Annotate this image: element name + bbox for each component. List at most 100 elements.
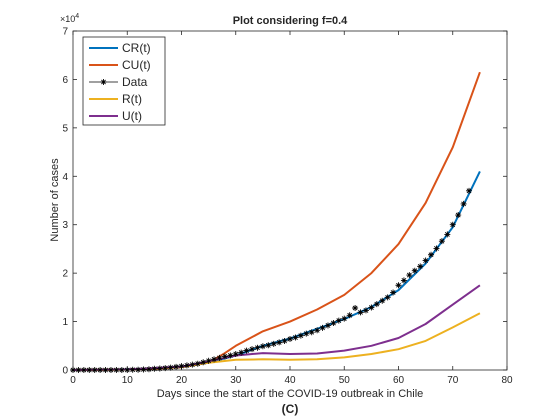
legend-item-data: Data [89,75,148,89]
series-layer [70,71,481,373]
data-point [156,365,163,372]
data-point [254,344,261,351]
data-point [183,362,190,369]
data-point [118,367,125,373]
data-point [113,367,120,373]
data-point [373,301,380,308]
y-tick-label: 1 [62,317,68,328]
data-point [428,251,435,258]
data-point [297,332,304,339]
legend-item-u-t: U(t) [89,109,142,123]
data-point [221,353,228,360]
data-point [303,330,310,337]
data-point [444,231,451,238]
data-point [406,272,413,279]
data-point [97,367,104,373]
x-tick-label: 40 [284,375,296,386]
data-point [357,309,364,316]
data-point [281,337,288,344]
y-tick-label: 5 [62,123,68,134]
y-tick-label: 7 [62,27,68,38]
data-point [433,245,440,252]
y-tick-label: 3 [62,220,68,231]
data-point [362,307,369,314]
data-point [390,289,397,296]
x-tick-label: 80 [501,375,513,386]
data-point [319,324,326,331]
legend-label: CR(t) [122,41,151,55]
data-point [292,334,299,341]
x-tick-label: 0 [70,375,76,386]
data-point [211,356,218,363]
data-point [335,317,342,324]
data-point [243,347,250,354]
data-point [276,339,283,346]
data-point [102,367,109,373]
y-axis: 0 1 2 3 4 5 6 7 [62,27,507,377]
data-point [135,366,142,373]
data-point [86,367,93,373]
data-point [200,359,207,366]
x-tick-label: 50 [339,375,351,386]
data-point [80,367,87,373]
data-point [395,282,402,289]
data-point [216,354,223,361]
data-point [151,365,158,372]
legend-item-r-t: R(t) [89,92,142,106]
data-point [232,351,239,358]
x-tick-label: 30 [230,375,242,386]
data-point [411,267,418,274]
data-point [124,367,131,373]
data-point [178,363,185,370]
y-multiplier: ×104 [60,13,79,24]
data-point [346,312,353,319]
data-point [400,277,407,284]
data-point [249,346,256,353]
data-point [460,200,467,207]
x-tick-label: 20 [176,375,188,386]
data-point [417,263,424,270]
data-point [379,297,386,304]
y-tick-label: 4 [62,172,68,183]
data-point [173,363,180,370]
x-axis-label: Days since the start of the COVID-19 out… [157,388,424,400]
data-point [466,187,473,194]
data-point [308,329,315,336]
y-axis-label: Number of cases [49,158,61,242]
y-tick-label: 0 [62,366,68,377]
x-tick-label: 10 [122,375,134,386]
data-point [167,364,174,371]
data-point [455,212,462,219]
y-tick-label: 6 [62,75,68,86]
data-point [205,357,212,364]
data-point [352,305,359,312]
data-point [384,294,391,301]
data-point [194,360,201,367]
legend-label: CU(t) [122,58,151,72]
data-point [314,327,321,334]
data-point [324,322,331,329]
legend-label: U(t) [122,109,142,123]
data-point [145,366,152,373]
y-tick-label: 2 [62,269,68,280]
data-point [330,320,337,327]
x-tick-label: 60 [393,375,405,386]
data-point [341,315,348,322]
data-point [70,367,76,373]
legend-label: Data [122,75,148,89]
data-point [189,361,196,368]
data-point [238,349,245,356]
legend-item-cr-t: CR(t) [89,41,151,55]
x-tick-label: 70 [447,375,459,386]
figure-caption: (C) [282,402,299,416]
series-data-markers [70,187,473,373]
data-point [107,367,114,373]
data-point [162,365,169,372]
data-point [259,343,266,350]
legend-box [82,36,166,126]
data-point [438,238,445,245]
chart-title: Plot considering f=0.4 [233,15,348,27]
data-point [140,366,147,373]
legend-marker [100,79,107,85]
